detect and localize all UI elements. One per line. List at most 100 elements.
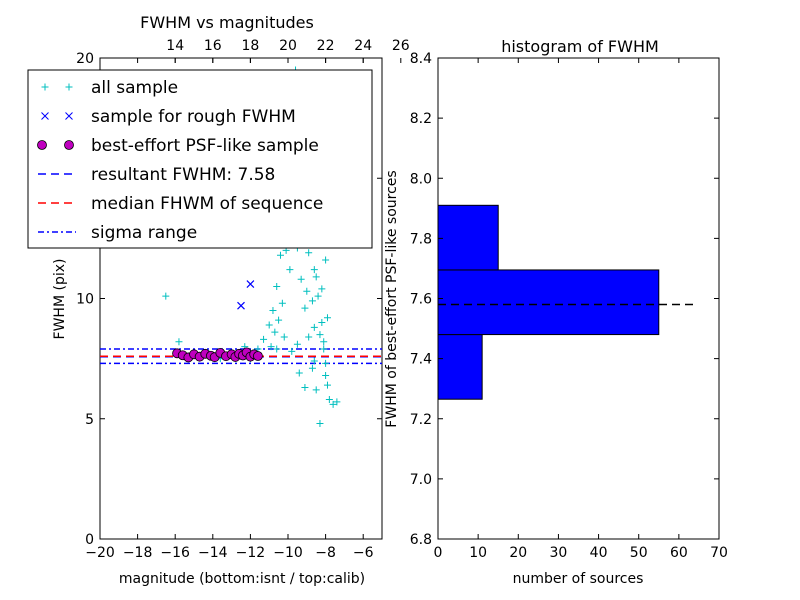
- left-y-tick-label: 20: [76, 51, 94, 67]
- all-sample-point: [329, 400, 337, 408]
- all-sample-point: [162, 292, 170, 300]
- left-x-tick-label: −18: [123, 545, 153, 561]
- left-x-tick-label: −14: [198, 545, 228, 561]
- right-x-tick-label: 70: [710, 545, 728, 561]
- legend-entry: sample for rough FWHM: [41, 107, 296, 127]
- legend-label: sigma range: [91, 223, 197, 243]
- legend-label: sample for rough FWHM: [91, 107, 296, 127]
- rough-sample-point: [237, 301, 245, 310]
- all-sample-point: [310, 323, 318, 331]
- all-sample-point: [316, 331, 324, 339]
- all-sample-point: [323, 381, 331, 389]
- legend-x-marker: [41, 112, 49, 120]
- left-x-tick-label: −12: [236, 545, 266, 561]
- legend: all sample sample for rough FWHM best-effo…: [27, 69, 373, 249]
- top-x-tick-label: 20: [279, 38, 297, 54]
- histogram-bar: [437, 269, 660, 336]
- legend-entry: resultant FWHM: 7.58: [38, 165, 275, 185]
- legend-label: all sample: [91, 78, 178, 98]
- right-x-tick-label: 60: [670, 545, 688, 561]
- legend-label: best-effort PSF-like sample: [91, 136, 319, 156]
- left-x-tick-label: −20: [85, 545, 115, 561]
- left-y-tick-label: 5: [85, 412, 94, 428]
- right-y-tick-label: 7.6: [410, 292, 432, 308]
- all-sample-point: [301, 304, 309, 312]
- fwhm-vs-magnitude-chart: −20−18−16−14−12−10−8−6051015201416182022…: [27, 13, 410, 587]
- legend-entry: best-effort PSF-like sample: [37, 136, 319, 156]
- all-sample-point: [265, 321, 273, 329]
- all-sample-point: [310, 357, 318, 365]
- left-y-tick-label: 10: [76, 292, 94, 308]
- top-x-tick-label: 16: [204, 38, 222, 54]
- top-x-tick-label: 22: [317, 38, 335, 54]
- legend-box: [27, 69, 373, 249]
- legend-entry: sigma range: [38, 223, 197, 243]
- right-y-tick-label: 8.2: [410, 111, 432, 127]
- all-sample-point: [175, 338, 183, 346]
- left-x-tick-label: −6: [353, 545, 374, 561]
- right-data-marks: [437, 204, 695, 400]
- all-sample-point: [260, 335, 268, 343]
- histogram-bar: [437, 334, 483, 400]
- right-x-tick-label: 20: [509, 545, 527, 561]
- right-axis-ticks: 0 10 20 30 40 50 60 70 6.8 7.0 7.2 7.4 7.6 7.8 8.0 8.2 8…: [410, 51, 728, 561]
- left-y-tick-label: 0: [85, 532, 94, 548]
- all-sample-point: [271, 328, 279, 336]
- all-sample-point: [310, 266, 318, 274]
- right-y-tick-label: 7.4: [410, 352, 432, 368]
- left-axis-ticks: −20−18−16−14−12−10−8−6051015201416182022…: [76, 38, 410, 561]
- top-x-tick-label: 24: [354, 38, 372, 54]
- right-x-tick-label: 50: [630, 545, 648, 561]
- legend-circle-marker: [64, 140, 74, 150]
- all-sample-point: [312, 273, 320, 281]
- all-sample-point: [305, 249, 313, 257]
- right-x-tick-label: 30: [550, 545, 568, 561]
- all-sample-point: [325, 396, 333, 404]
- left-y-axis-label: FWHM (pix): [52, 259, 68, 340]
- right-y-tick-label: 6.8: [410, 532, 432, 548]
- right-y-tick-label: 7.8: [410, 231, 432, 247]
- all-sample-point: [301, 383, 309, 391]
- all-sample-point: [273, 282, 281, 290]
- all-sample-point: [333, 398, 341, 406]
- left-chart-title: FWHM vs magnitudes: [140, 13, 314, 32]
- right-y-tick-label: 7.0: [410, 472, 432, 488]
- right-y-tick-label: 7.2: [410, 412, 432, 428]
- legend-label: resultant FWHM: 7.58: [91, 165, 275, 185]
- legend-circle-marker: [37, 140, 47, 150]
- all-sample-point: [273, 345, 281, 353]
- all-sample-point: [322, 359, 330, 367]
- legend-x-marker: [65, 112, 73, 120]
- right-y-axis-label: FWHM of best-effort PSF-like sources: [384, 170, 400, 427]
- all-sample-point: [308, 364, 316, 372]
- legend-entry: all sample: [41, 78, 178, 98]
- all-sample-point: [323, 314, 331, 322]
- all-sample-point: [320, 345, 328, 353]
- legend-plus-marker: [65, 83, 73, 91]
- left-x-tick-label: −16: [160, 545, 190, 561]
- left-data-marks: [100, 66, 382, 428]
- fwhm-histogram-chart: 0 10 20 30 40 50 60 70 6.8 7.0 7.2 7.4 7.6 7.8 8.0 8.2 8…: [384, 37, 728, 587]
- legend-label: median FHWM of sequence: [91, 194, 323, 214]
- all-sample-point: [269, 307, 277, 315]
- right-x-tick-label: 0: [434, 545, 443, 561]
- right-x-tick-label: 40: [590, 545, 608, 561]
- all-sample-point: [303, 287, 311, 295]
- left-x-tick-label: −10: [273, 545, 303, 561]
- all-sample-point: [280, 333, 288, 341]
- all-sample-point: [305, 333, 313, 341]
- all-sample-point: [267, 343, 275, 351]
- top-x-tick-label: 26: [392, 38, 410, 54]
- right-chart-title: histogram of FWHM: [501, 37, 659, 56]
- all-sample-point: [322, 256, 330, 264]
- all-sample-point: [314, 292, 322, 300]
- top-x-tick-label: 18: [241, 38, 259, 54]
- top-x-tick-label: 14: [166, 38, 184, 54]
- all-sample-point: [275, 316, 283, 324]
- all-sample-point: [312, 386, 320, 394]
- right-x-axis-label: number of sources: [513, 571, 644, 587]
- left-x-tick-label: −8: [315, 545, 336, 561]
- all-sample-point: [286, 266, 294, 274]
- all-sample-point: [276, 251, 284, 259]
